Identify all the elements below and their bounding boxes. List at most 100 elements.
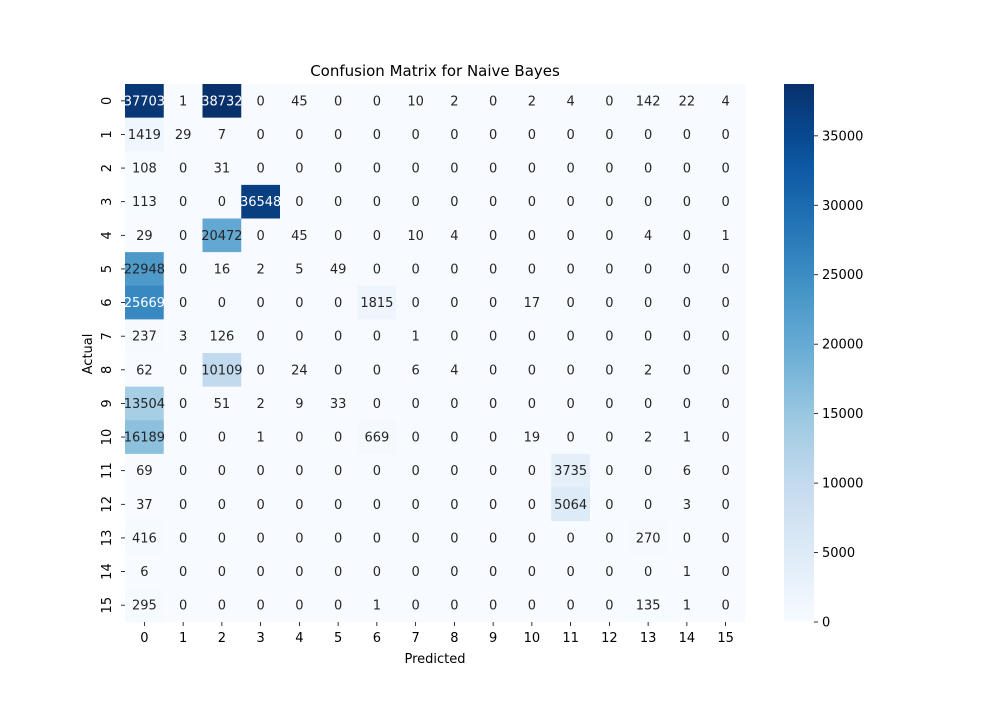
heatmap-cell-r3-c4 — [280, 184, 320, 220]
heatmap-cell-r5-c5 — [318, 252, 359, 287]
x-tick-label-3: 3 — [256, 631, 264, 646]
x-tick-label-15: 15 — [717, 631, 734, 646]
heatmap-cell-r8-c1 — [163, 353, 204, 388]
cell-value-label-r7-c6: 0 — [373, 330, 381, 345]
heatmap-cell-r10-c13 — [628, 420, 669, 455]
heatmap-cell-r14-c1 — [163, 554, 204, 589]
y-tick-label-12: 12 — [100, 496, 115, 513]
heatmap-cell-r10-c1 — [163, 420, 204, 455]
cell-value-label-r8-c6: 0 — [373, 363, 381, 378]
heatmap-cell-r8-c12 — [590, 353, 630, 388]
heatmap-cell-r12-c12 — [590, 487, 630, 522]
cell-value-label-r10-c13: 2 — [644, 431, 652, 446]
cell-value-label-r4-c4: 45 — [291, 229, 308, 244]
cell-value-label-r13-c1: 0 — [179, 531, 187, 546]
heatmap-cell-r1-c0 — [125, 117, 165, 152]
heatmap-cell-r4-c15 — [706, 218, 746, 253]
cell-value-label-r4-c3: 0 — [256, 229, 264, 244]
x-tick-label-9: 9 — [489, 631, 497, 646]
heatmap-cell-r15-c3 — [241, 588, 281, 623]
heatmap-cell-r8-c2 — [202, 353, 242, 388]
heatmap-cell-r1-c15 — [706, 117, 746, 152]
heatmap-cell-r10-c15 — [706, 420, 746, 455]
heatmap-cell-r5-c13 — [628, 252, 669, 287]
heatmap-cell-r9-c0 — [125, 386, 165, 421]
heatmap-cell-r11-c11 — [551, 453, 591, 489]
cell-value-label-r8-c10: 0 — [528, 363, 536, 378]
cell-value-label-r5-c7: 0 — [411, 262, 419, 277]
cell-value-label-r13-c12: 0 — [605, 531, 613, 546]
heatmap-cell-r8-c4 — [280, 353, 320, 388]
cell-value-label-r15-c1: 0 — [179, 599, 187, 614]
y-tick-label-13: 13 — [100, 530, 115, 547]
cell-value-label-r6-c8: 0 — [450, 296, 458, 311]
heatmap-cell-r14-c9 — [473, 554, 514, 589]
heatmap-cell-r10-c8 — [435, 420, 475, 455]
colorbar-tick-label-3: 15000 — [822, 407, 863, 422]
x-tick-label-8: 8 — [450, 631, 458, 646]
cell-value-label-r14-c4: 0 — [295, 565, 303, 580]
heatmap-cell-r15-c7 — [396, 588, 436, 623]
cell-value-label-r3-c6: 0 — [373, 195, 381, 210]
heatmap-cell-r9-c8 — [435, 386, 475, 421]
heatmap-cell-r9-c4 — [280, 386, 320, 421]
cell-value-label-r0-c15: 4 — [721, 94, 729, 109]
x-tick-label-13: 13 — [640, 631, 657, 646]
cell-value-label-r2-c5: 0 — [334, 162, 342, 177]
heatmap-cell-r2-c1 — [163, 151, 204, 186]
heatmap-cell-r3-c10 — [512, 184, 552, 220]
y-tick-label-3: 3 — [100, 198, 115, 206]
cell-value-label-r2-c1: 0 — [179, 162, 187, 177]
cell-value-label-r1-c14: 0 — [683, 128, 691, 143]
cell-value-label-r1-c6: 0 — [373, 128, 381, 143]
cell-value-label-r11-c14: 6 — [683, 464, 691, 479]
heatmap-cell-r0-c0 — [125, 84, 165, 119]
heatmap-cell-r14-c2 — [202, 554, 242, 589]
cell-value-label-r10-c1: 0 — [179, 431, 187, 446]
heatmap-cell-r15-c1 — [163, 588, 204, 623]
heatmap-cell-r14-c12 — [590, 554, 630, 589]
heatmap-cell-r12-c11 — [551, 487, 591, 522]
heatmap-cell-r1-c7 — [396, 117, 436, 152]
heatmap-cell-r1-c12 — [590, 117, 630, 152]
cell-value-label-r9-c15: 0 — [721, 397, 729, 412]
cell-value-label-r4-c12: 0 — [605, 229, 613, 244]
cell-value-label-r5-c12: 0 — [605, 262, 613, 277]
cell-value-label-r15-c2: 0 — [218, 599, 226, 614]
heatmap-cell-r2-c7 — [396, 151, 436, 186]
cell-value-label-r0-c14: 22 — [679, 94, 696, 109]
y-tick-label-5: 5 — [100, 265, 115, 273]
heatmap-cell-r4-c2 — [202, 218, 242, 253]
heatmap-cell-r12-c7 — [396, 487, 436, 522]
heatmap-cell-r10-c7 — [396, 420, 436, 455]
cell-value-label-r11-c11: 3735 — [554, 464, 587, 479]
cell-value-label-r13-c4: 0 — [295, 531, 303, 546]
heatmap-cell-r15-c2 — [202, 588, 242, 623]
heatmap-cell-r12-c1 — [163, 487, 204, 522]
heatmap-cell-r8-c6 — [357, 353, 397, 388]
heatmap-cell-r8-c9 — [473, 353, 514, 388]
heatmap-cell-r10-c11 — [551, 420, 591, 455]
heatmap-cell-r2-c4 — [280, 151, 320, 186]
heatmap-cell-r4-c5 — [318, 218, 359, 253]
cell-value-label-r14-c3: 0 — [256, 565, 264, 580]
cell-value-label-r1-c13: 0 — [644, 128, 652, 143]
x-tick-label-4: 4 — [295, 631, 303, 646]
cell-value-label-r8-c5: 0 — [334, 363, 342, 378]
cell-value-label-r14-c8: 0 — [450, 565, 458, 580]
cell-value-label-r8-c12: 0 — [605, 363, 613, 378]
cell-value-label-r1-c8: 0 — [450, 128, 458, 143]
heatmap-cell-r2-c2 — [202, 151, 242, 186]
cell-value-label-r2-c9: 0 — [489, 162, 497, 177]
heatmap-cell-r12-c2 — [202, 487, 242, 522]
cell-value-label-r9-c6: 0 — [373, 397, 381, 412]
heatmap-cell-r1-c2 — [202, 117, 242, 152]
cell-value-label-r10-c15: 0 — [721, 431, 729, 446]
heatmap-cell-r2-c12 — [590, 151, 630, 186]
colorbar-tick-label-7: 35000 — [822, 129, 863, 144]
heatmap-cell-r0-c3 — [241, 84, 281, 119]
heatmap-cell-r4-c8 — [435, 218, 475, 253]
cell-value-label-r15-c12: 0 — [605, 599, 613, 614]
cell-value-label-r7-c13: 0 — [644, 330, 652, 345]
